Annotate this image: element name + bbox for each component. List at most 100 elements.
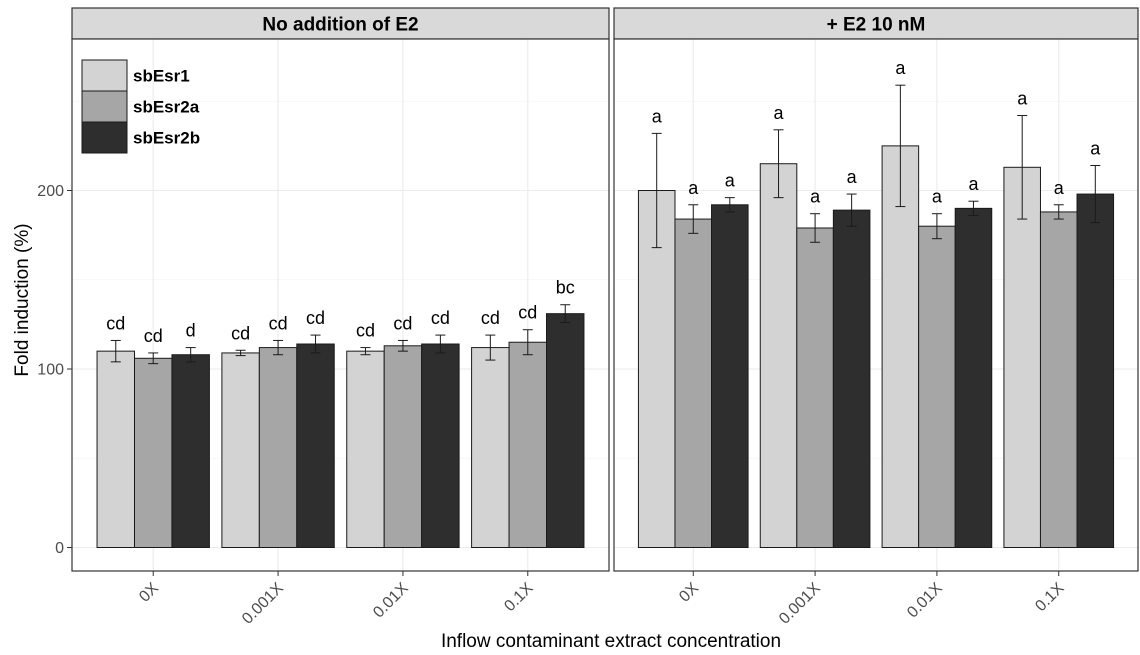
x-tick-label: 0X — [136, 580, 162, 606]
bar-sbEsr2a-0.01X — [383, 345, 423, 549]
legend-key-sbEsr2a — [81, 90, 128, 123]
error-bar — [724, 197, 735, 213]
error-bar — [148, 352, 159, 365]
significance-label: cd — [306, 308, 325, 328]
error-bar — [810, 213, 821, 243]
bar-sbEsr1-0X — [637, 190, 676, 548]
x-tick-label: 0X — [676, 580, 702, 606]
x-tick-label: 0.001X — [776, 580, 824, 628]
legend: sbEsr1 sbEsr2a sbEsr2b — [81, 59, 200, 154]
significance-label: a — [725, 171, 736, 191]
panel-title: + E2 10 nM — [827, 15, 926, 36]
significance-label: a — [895, 58, 906, 78]
bar-sbEsr2b-0.1X — [546, 313, 585, 549]
bar-sbEsr2b-0.01X — [954, 207, 993, 548]
significance-label: a — [847, 167, 858, 187]
significance-label: a — [688, 178, 699, 198]
x-tick-label: 0.01X — [904, 580, 946, 622]
legend-key-sbEsr1 — [81, 59, 128, 92]
error-bar — [651, 132, 662, 249]
error-bar — [1090, 165, 1101, 224]
y-axis-title: Fold induction (%) — [12, 223, 33, 376]
bar-sbEsr2b-0.001X — [296, 343, 335, 549]
bar-sbEsr2b-0.01X — [421, 343, 460, 549]
error-bar — [235, 349, 246, 357]
bar-sbEsr2a-0.1X — [1039, 211, 1078, 548]
error-bar — [435, 334, 446, 354]
significance-label: cd — [144, 326, 163, 346]
x-tick-label: 0.1X — [1032, 580, 1068, 616]
bar-sbEsr2a-0.1X — [508, 341, 548, 548]
panel-title: No addition of E2 — [262, 15, 418, 36]
bar-sbEsr2b-0X — [711, 204, 749, 548]
x-tick-label: 0.1X — [501, 580, 537, 616]
significance-label: cd — [356, 321, 375, 341]
significance-label: d — [186, 321, 196, 341]
significance-label: a — [1090, 139, 1101, 159]
significance-label: a — [1017, 89, 1028, 109]
y-tick-label: 200 — [37, 183, 64, 200]
axis-layer: Inflow contaminant extract concentration… — [12, 183, 781, 652]
y-tick-label: 0 — [55, 540, 64, 557]
error-bar — [485, 334, 496, 361]
error-bar — [846, 193, 857, 227]
error-bar — [560, 304, 571, 324]
significance-label: cd — [106, 313, 125, 333]
error-bar — [273, 339, 284, 356]
significance-label: a — [968, 174, 979, 194]
x-tick-label: 0.01X — [370, 580, 412, 622]
bar-sbEsr2a-0X — [133, 357, 173, 549]
error-bar — [310, 334, 321, 354]
error-bar — [968, 200, 979, 216]
error-bar — [1017, 115, 1028, 220]
legend-label: sbEsr1 — [133, 67, 190, 86]
error-bar — [110, 339, 121, 363]
legend-label: sbEsr2b — [133, 129, 200, 148]
legend-key-sbEsr2b — [81, 121, 128, 154]
error-bar — [688, 204, 699, 234]
error-bar — [522, 329, 533, 356]
significance-label: cd — [481, 308, 500, 328]
bar-sbEsr1-0.001X — [221, 352, 260, 548]
bar-sbEsr1-0.1X — [471, 347, 510, 548]
significance-label: a — [774, 103, 785, 123]
error-bar — [931, 213, 942, 240]
error-bar — [895, 84, 906, 208]
bar-sbEsr2a-0.01X — [918, 225, 956, 548]
significance-label: cd — [393, 313, 412, 333]
y-tick-label: 100 — [37, 362, 64, 379]
significance-label: a — [1054, 178, 1065, 198]
significance-label: a — [652, 106, 663, 126]
bar-sbEsr1-0.1X — [1003, 166, 1041, 548]
significance-label: cd — [431, 308, 450, 328]
bar-sbEsr2b-0.001X — [832, 209, 871, 548]
bar-sbEsr2a-0X — [674, 218, 713, 548]
panel-border — [613, 38, 1139, 572]
bar-sbEsr1-0.001X — [759, 163, 798, 548]
bar-sbEsr2a-0.001X — [258, 347, 298, 548]
significance-label: a — [810, 187, 821, 207]
bar-sbEsr2a-0.001X — [796, 227, 834, 549]
x-axis-title: Inflow contaminant extract concentration — [441, 631, 781, 652]
bar-sbEsr1-0.01X — [881, 145, 920, 548]
bar-sbEsr1-0X — [96, 350, 135, 548]
bar-sbEsr1-0.01X — [346, 350, 385, 548]
bar-sbEsr2b-0X — [171, 354, 210, 548]
panel-2: + E2 10 nM a a a 0X a a a 0.001X a a a 0.01X a a a 0.1X — [613, 7, 1139, 628]
significance-label: cd — [231, 323, 250, 343]
panel-border — [71, 38, 610, 572]
panel-strip — [71, 7, 610, 40]
significance-label: cd — [518, 303, 537, 323]
error-bar — [773, 129, 784, 199]
legend-label: sbEsr2a — [133, 98, 200, 117]
bar-sbEsr2b-0.1X — [1076, 193, 1115, 548]
significance-label: bc — [556, 278, 575, 298]
error-bar — [397, 339, 408, 352]
error-bar — [185, 347, 196, 363]
error-bar — [1053, 204, 1064, 220]
significance-label: a — [932, 187, 943, 207]
error-bar — [360, 347, 371, 356]
